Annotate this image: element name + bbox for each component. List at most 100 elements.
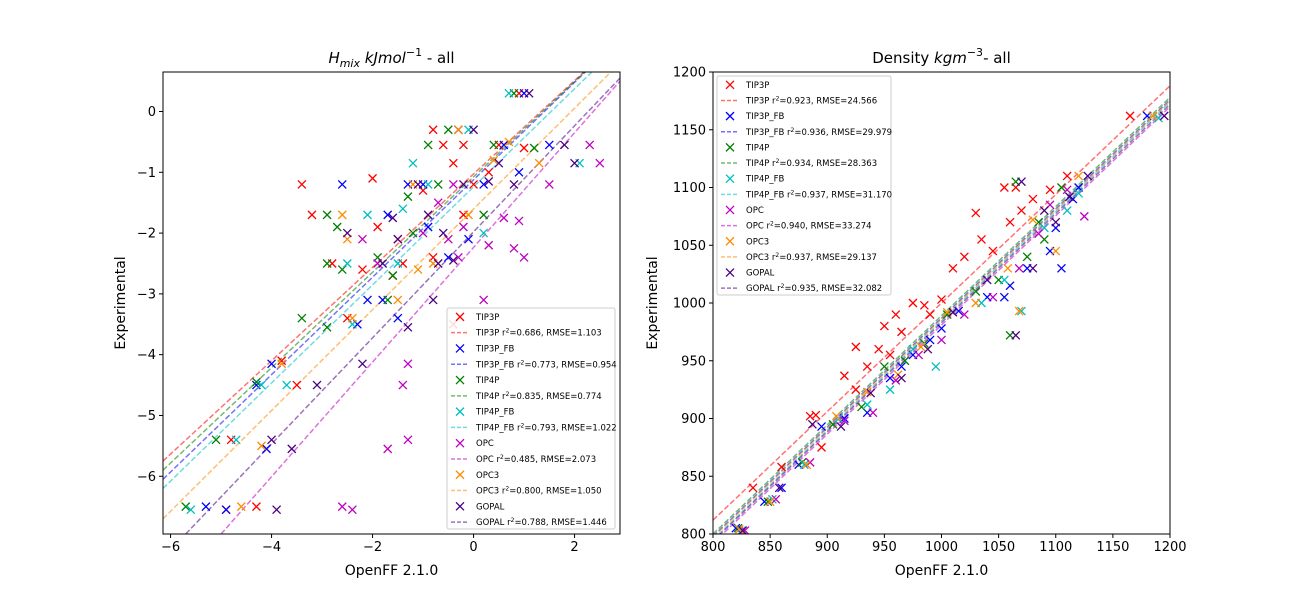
- series-tip3p: [748, 111, 1135, 493]
- data-point: [423, 210, 433, 220]
- data-point: [900, 356, 910, 366]
- data-point: [937, 323, 946, 333]
- data-point: [774, 483, 784, 493]
- data-point: [378, 259, 388, 268]
- data-point: [272, 505, 282, 515]
- data-point: [307, 210, 317, 220]
- legend-fit-post: =0.934, RMSE=28.363: [779, 159, 877, 169]
- data-point: [988, 246, 998, 256]
- legend-fit-sup: 2: [511, 517, 515, 524]
- fit-line-opc: [721, 106, 1170, 534]
- legend-fit-label: TIP3P_FB r2=0.936, RMSE=29.979: [745, 127, 892, 138]
- data-point: [373, 222, 383, 232]
- legend-marker: [455, 407, 465, 417]
- data-point: [1022, 252, 1032, 262]
- data-point: [999, 275, 1009, 285]
- data-point: [1159, 111, 1169, 121]
- data-point: [262, 444, 271, 454]
- x-tick-label: 0: [469, 540, 477, 555]
- data-point: [777, 483, 787, 493]
- legend-fit-pre: TIP3P r: [475, 329, 506, 339]
- data-point: [811, 410, 821, 420]
- data-point: [494, 158, 504, 168]
- data-point: [1028, 263, 1038, 273]
- data-point: [363, 295, 372, 305]
- y-tick-label: 850: [681, 470, 706, 485]
- legend-series-label: OPC: [746, 206, 764, 216]
- data-point: [1039, 206, 1049, 216]
- data-point: [514, 167, 524, 177]
- legend-fit-label: TIP4P r2=0.934, RMSE=28.363: [745, 158, 877, 169]
- data-point: [971, 298, 981, 308]
- data-point: [358, 234, 367, 244]
- legend-fit-post: =0.937, RMSE=29.137: [779, 253, 877, 263]
- data-point: [948, 263, 958, 273]
- legend-fit-label: TIP3P r2=0.923, RMSE=24.566: [745, 95, 877, 106]
- title-sup: −1: [406, 46, 422, 59]
- legend-marker: [455, 312, 465, 322]
- data-point: [282, 380, 292, 390]
- data-point: [408, 228, 418, 238]
- data-point: [1125, 111, 1135, 121]
- y-tick-label: −5: [137, 409, 156, 424]
- data-point: [831, 411, 841, 421]
- data-point: [1083, 171, 1093, 181]
- legend-fit-sup: 2: [781, 283, 785, 290]
- legend-fit-sup: 2: [521, 359, 525, 366]
- data-point: [879, 321, 889, 331]
- data-point: [393, 295, 403, 305]
- y-tick-label: −2: [137, 227, 156, 242]
- legend-series-label: TIP4P_FB: [745, 175, 784, 185]
- data-point: [413, 265, 423, 275]
- axes-frame: [162, 71, 621, 535]
- data-point: [499, 140, 509, 150]
- legend-series-label: GOPAL: [746, 269, 775, 279]
- data-point: [1017, 177, 1026, 187]
- data-point: [458, 222, 468, 232]
- data-point: [479, 210, 489, 220]
- data-point: [413, 180, 423, 189]
- y-tick-label: 1050: [673, 239, 706, 254]
- data-point: [777, 462, 787, 472]
- data-point: [937, 335, 946, 345]
- data-point: [931, 362, 941, 371]
- data-point: [857, 402, 866, 412]
- fit-line-tip4p-fb: [717, 101, 1170, 534]
- y-tick-label: 0: [148, 105, 156, 120]
- data-point: [897, 362, 906, 371]
- data-point: [1148, 111, 1158, 121]
- legend-fit-label: OPC r2=0.485, RMSE=2.073: [476, 454, 596, 465]
- title-sub: mix: [340, 57, 361, 70]
- data-point: [817, 422, 826, 432]
- series-opc3: [236, 125, 544, 512]
- legend-fit-post: =0.923, RMSE=24.566: [779, 96, 877, 106]
- data-point: [408, 158, 418, 168]
- data-point: [1079, 211, 1089, 221]
- data-point: [1051, 217, 1061, 227]
- legend-box: [446, 307, 616, 530]
- legend-fit-pre: OPC3 r: [476, 487, 506, 497]
- legend-fit-sup: 2: [505, 486, 509, 493]
- data-point: [403, 359, 413, 369]
- data-point: [544, 180, 554, 189]
- data-point: [438, 228, 448, 238]
- chart-title: Density kgm−3- all: [872, 46, 1011, 67]
- data-point: [925, 335, 935, 345]
- data-point: [982, 275, 992, 285]
- chart-title: Hmix kJmol−1 - all: [328, 46, 454, 70]
- y-tick-label: 1200: [673, 66, 706, 81]
- data-point: [999, 292, 1009, 302]
- y-tick-label: −6: [137, 470, 156, 485]
- data-point: [1003, 263, 1013, 273]
- legend-series-label: OPC3: [476, 471, 499, 481]
- data-point: [464, 210, 473, 220]
- y-tick-label: −1: [137, 166, 156, 181]
- hmix-panel: −6 −4 −2 0 2 −6 −5 −4 −3 −2 −1 0 OpenFF 2.1.0 Experim…: [113, 46, 621, 579]
- plot-data: [163, 72, 620, 534]
- data-point: [1062, 206, 1072, 216]
- data-point: [267, 435, 277, 445]
- data-point: [347, 313, 357, 323]
- data-point: [748, 483, 758, 493]
- y-tick-label: 1150: [673, 123, 706, 138]
- legend-fit-post: =0.686, RMSE=1.103: [509, 329, 601, 339]
